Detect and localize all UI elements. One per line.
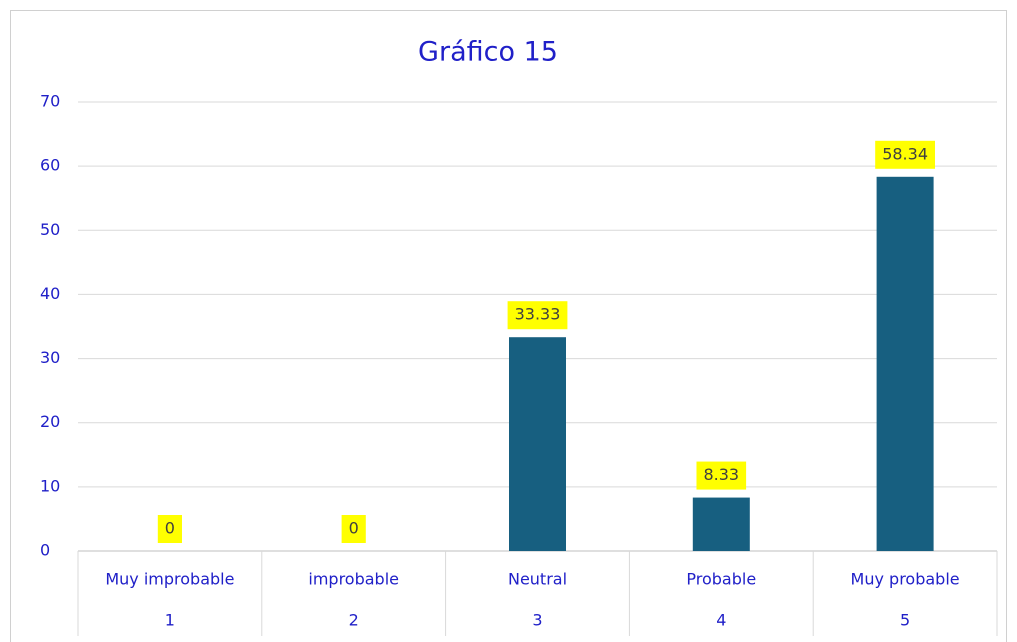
data-label: 58.34	[882, 144, 928, 163]
y-tick-label: 40	[40, 284, 60, 303]
y-tick-label: 50	[40, 220, 60, 239]
x-tick-label: Probable	[686, 570, 756, 589]
y-tick-label: 20	[40, 412, 60, 431]
data-label-background	[875, 140, 936, 169]
x-tick-label: Muy improbable	[105, 570, 234, 589]
y-tick-label: 60	[40, 156, 60, 175]
y-tick-label: 0	[40, 541, 50, 560]
x-tick-label: Neutral	[508, 570, 567, 589]
data-label: 0	[165, 519, 175, 538]
x-group-label: 4	[716, 611, 726, 630]
chart-title: Gráfico 15	[418, 37, 558, 68]
data-label: 0	[349, 519, 359, 538]
y-tick-label: 30	[40, 348, 60, 367]
data-label-background	[341, 515, 366, 543]
bar	[876, 176, 934, 551]
x-group-label: 5	[900, 611, 910, 630]
data-label-background	[157, 515, 182, 543]
x-tick-label: Muy probable	[851, 570, 960, 589]
data-label: 33.33	[515, 305, 561, 324]
x-group-label: 3	[532, 611, 542, 630]
bar	[692, 497, 750, 551]
y-tick-label: 10	[40, 476, 60, 495]
x-tick-label: improbable	[308, 570, 399, 589]
bar	[509, 337, 566, 551]
x-group-label: 2	[349, 611, 359, 630]
data-label-background	[507, 301, 568, 330]
x-group-label: 1	[165, 611, 175, 630]
y-tick-label: 70	[40, 92, 60, 111]
data-label-background	[696, 461, 747, 490]
data-label: 8.33	[703, 465, 739, 484]
